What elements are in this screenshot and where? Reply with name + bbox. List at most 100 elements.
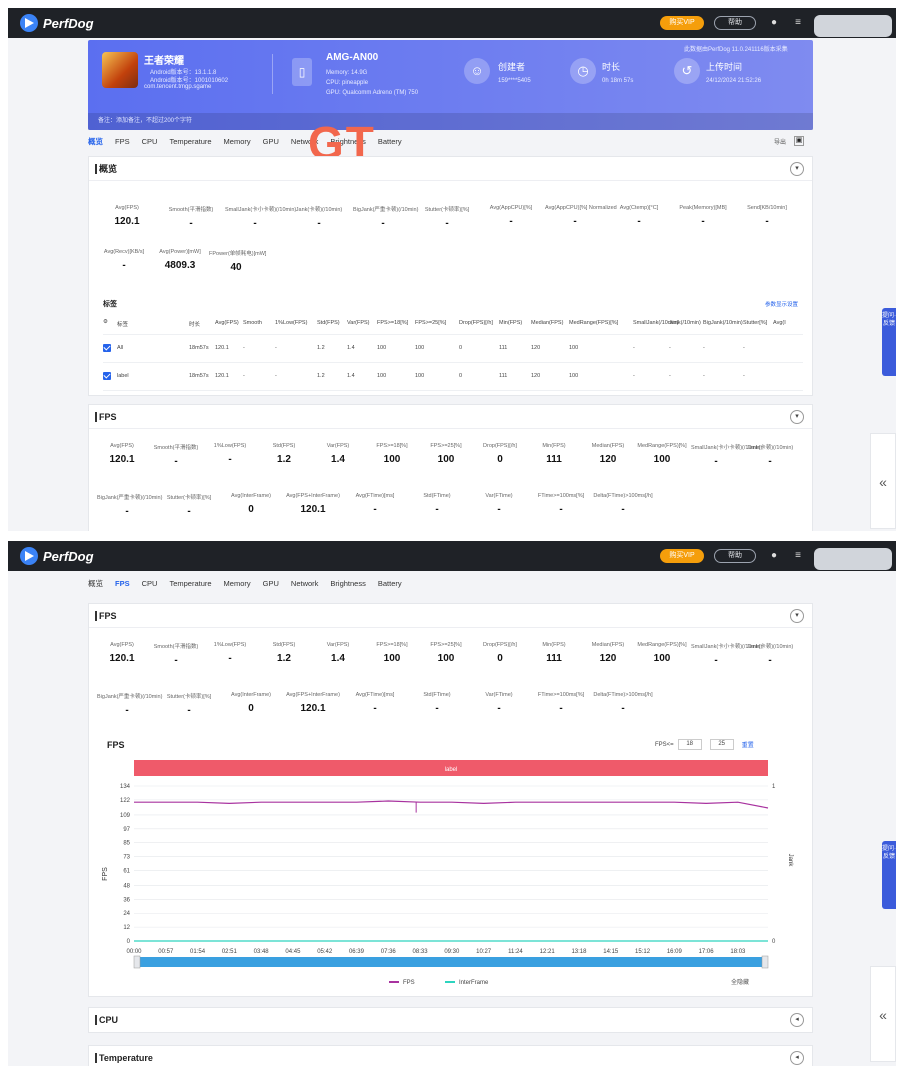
tab-battery[interactable]: Battery <box>377 579 402 588</box>
table-header-cell[interactable]: 标签 <box>117 322 129 328</box>
tab-network[interactable]: Network <box>290 579 319 588</box>
display-settings-link[interactable]: 参数显示设置 <box>764 302 798 308</box>
tab-fps[interactable]: FPS <box>115 579 130 588</box>
zoom-slider-track[interactable] <box>134 957 768 967</box>
zoom-handle-left[interactable] <box>133 955 141 969</box>
labels-table: ⚙ 标签 时长 Avg(FPS) Smooth 1%Low(FPS) Std(FPS) Var… <box>103 313 803 393</box>
x-tick-label: 15:12 <box>635 949 651 955</box>
table-header-cell[interactable]: Drop(FPS)[/h] <box>459 320 493 326</box>
user-avatar-blurred[interactable] <box>814 548 892 570</box>
series-line-fps[interactable] <box>134 800 769 809</box>
app-logo[interactable]: PerfDog <box>20 14 94 32</box>
metric-value: - <box>125 506 129 517</box>
table-row[interactable]: All 18m57s 120.1 - - 1.2 1.4 100 100 0 111 120 100 - -… <box>103 335 803 363</box>
tab-network[interactable]: Network <box>290 137 319 146</box>
tab-overview[interactable]: 概览 <box>88 137 103 146</box>
legend-label[interactable]: InterFrame <box>459 980 489 986</box>
metric-value: - <box>497 703 501 714</box>
metric: Peak(Memory)[MB] - <box>673 205 733 227</box>
export-button[interactable]: 导出 <box>774 140 787 146</box>
table-header-cell[interactable]: Stutter[%] <box>743 320 768 326</box>
table-header-cell[interactable]: FPS>=18[%] <box>377 320 409 326</box>
notes-field[interactable]: 备注：添加备注，不超过200个字符 <box>88 113 813 130</box>
feedback-side-tab[interactable]: 提问·反馈 <box>882 841 896 909</box>
table-header-cell[interactable]: Var(FPS) <box>347 320 370 326</box>
upgrade-button[interactable]: 购买VIP <box>660 16 704 30</box>
user-avatar-blurred[interactable] <box>814 15 892 37</box>
expand-sidebar-icon[interactable]: « <box>870 433 896 529</box>
table-header-cell[interactable]: 1%Low(FPS) <box>275 320 308 326</box>
table-header-cell[interactable]: Min(FPS) <box>499 320 523 326</box>
image-icon[interactable]: ▣ <box>794 136 804 146</box>
tab-memory[interactable]: Memory <box>223 579 251 588</box>
table-header-cell[interactable]: Avg(I <box>773 320 786 326</box>
tab-brightness[interactable]: Brightness <box>330 137 366 146</box>
tab-gpu[interactable]: GPU <box>262 137 279 146</box>
metric: FPS>=25[%] 100 <box>421 443 471 465</box>
menu-icon[interactable]: ≡ <box>795 550 801 561</box>
help-button[interactable]: 帮助 <box>714 549 756 563</box>
metric-value: - <box>765 216 769 227</box>
metric-label: Avg(FPS+InterFrame) <box>286 692 340 698</box>
table-cell: - <box>669 345 671 351</box>
tab-temperature[interactable]: Temperature <box>169 137 212 146</box>
table-header-cell[interactable]: MedRange(FPS)[%] <box>569 320 619 326</box>
tab-cpu[interactable]: CPU <box>141 137 158 146</box>
zoom-handle-right[interactable] <box>761 955 769 969</box>
metric-label: MedRange(FPS)[%] <box>637 642 687 648</box>
table-header-cell[interactable]: Std(FPS) <box>317 320 340 326</box>
collapse-icon[interactable]: ▾ <box>790 609 804 623</box>
tab-fps[interactable]: FPS <box>115 137 130 146</box>
tab-brightness[interactable]: Brightness <box>330 579 366 588</box>
tab-memory[interactable]: Memory <box>223 137 251 146</box>
threshold-input-25[interactable]: 25 <box>709 739 734 750</box>
table-header-cell[interactable]: FPS>=25[%] <box>415 320 447 326</box>
perfdog-logo-icon <box>20 14 38 32</box>
expand-icon[interactable]: ◂ <box>790 1051 804 1065</box>
bell-icon[interactable]: ● <box>770 550 778 561</box>
metric: Avg(InterFrame) 0 <box>221 692 281 714</box>
upgrade-button[interactable]: 购买VIP <box>660 549 704 563</box>
collapse-icon[interactable]: ▾ <box>790 162 804 176</box>
expand-sidebar-icon[interactable]: « <box>870 966 896 1062</box>
metric: FPower(单帧耗电)[mW] 40 <box>209 249 266 273</box>
table-header-cell[interactable]: BigJank(/10min) <box>703 320 743 326</box>
tab-overview[interactable]: 概览 <box>88 579 103 588</box>
table-header-cell[interactable]: SmallJank(/10min) <box>633 320 679 326</box>
table-header-cell[interactable]: Avg(FPS) <box>215 320 239 326</box>
metric-label: Delta(FTime)>100ms[/h] <box>593 692 653 698</box>
table-header-cell[interactable]: Jank(/10min) <box>669 320 701 326</box>
fps-chart[interactable]: label FPS Jank 134 122 109 97 85 73 61 48 36 24 12… <box>89 756 812 996</box>
table-cell: 100 <box>569 373 579 379</box>
bell-icon[interactable]: ● <box>770 17 778 28</box>
help-button[interactable]: 帮助 <box>714 16 756 30</box>
tab-battery[interactable]: Battery <box>377 137 402 146</box>
y-tick-label: 61 <box>123 868 130 874</box>
gear-icon[interactable]: ⚙ <box>103 319 108 325</box>
tab-cpu[interactable]: CPU <box>141 579 158 588</box>
row-checkbox[interactable] <box>103 372 111 380</box>
menu-icon[interactable]: ≡ <box>795 17 801 28</box>
threshold-input-18[interactable]: 18 <box>677 739 702 750</box>
table-header-cell[interactable]: 时长 <box>189 322 201 328</box>
metric: Avg(FPS) 120.1 <box>97 205 157 227</box>
tab-gpu[interactable]: GPU <box>262 579 279 588</box>
metric: Min(FPS) 111 <box>529 642 579 664</box>
reset-button[interactable]: 重置 <box>741 743 754 749</box>
metric-value: 120.1 <box>114 216 140 227</box>
tab-temperature[interactable]: Temperature <box>169 579 212 588</box>
hide-all-button[interactable]: 全隐藏 <box>731 978 749 986</box>
label-segment-bar[interactable] <box>134 760 768 776</box>
feedback-side-tab[interactable]: 提问·反馈 <box>882 308 896 376</box>
legend-label[interactable]: FPS <box>403 980 415 986</box>
app-logo[interactable]: PerfDog <box>20 547 94 565</box>
table-header-cell[interactable]: Smooth <box>243 320 262 326</box>
expand-icon[interactable]: ◂ <box>790 1013 804 1027</box>
table-header: ⚙ 标签 时长 Avg(FPS) Smooth 1%Low(FPS) Std(FPS) Var… <box>103 313 803 335</box>
collapse-icon[interactable]: ▾ <box>790 410 804 424</box>
x-tick-label: 08:33 <box>413 949 429 955</box>
metric-value: - <box>768 456 772 467</box>
table-header-cell[interactable]: Median(FPS) <box>531 320 564 326</box>
row-checkbox[interactable] <box>103 344 111 352</box>
table-row[interactable]: label 18m57s 120.1 - - 1.2 1.4 100 100 0 111 120 100… <box>103 363 803 391</box>
